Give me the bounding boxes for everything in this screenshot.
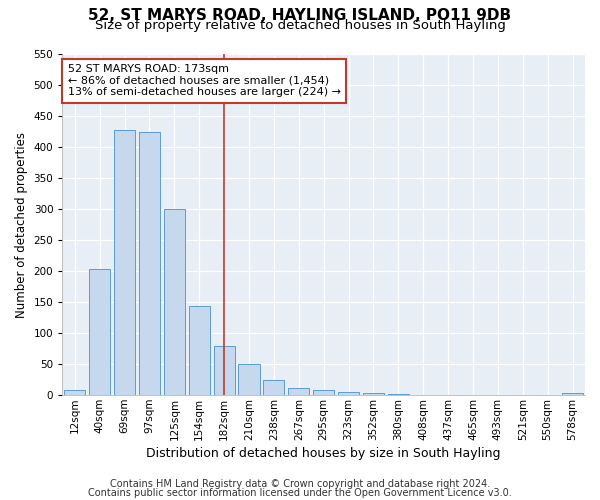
Text: Contains public sector information licensed under the Open Government Licence v3: Contains public sector information licen… xyxy=(88,488,512,498)
Bar xyxy=(263,380,284,395)
Bar xyxy=(64,390,85,395)
Bar xyxy=(139,132,160,395)
Text: 52, ST MARYS ROAD, HAYLING ISLAND, PO11 9DB: 52, ST MARYS ROAD, HAYLING ISLAND, PO11 … xyxy=(88,8,512,22)
Bar xyxy=(114,130,135,395)
Bar xyxy=(288,388,310,395)
Y-axis label: Number of detached properties: Number of detached properties xyxy=(15,132,28,318)
Bar xyxy=(562,392,583,395)
X-axis label: Distribution of detached houses by size in South Hayling: Distribution of detached houses by size … xyxy=(146,447,501,460)
Bar xyxy=(313,390,334,395)
Bar xyxy=(89,269,110,395)
Bar xyxy=(363,394,384,395)
Bar xyxy=(188,306,210,395)
Text: Size of property relative to detached houses in South Hayling: Size of property relative to detached ho… xyxy=(95,19,505,32)
Bar xyxy=(214,346,235,395)
Bar xyxy=(338,392,359,395)
Bar xyxy=(388,394,409,395)
Text: Contains HM Land Registry data © Crown copyright and database right 2024.: Contains HM Land Registry data © Crown c… xyxy=(110,479,490,489)
Bar xyxy=(238,364,260,395)
Text: 52 ST MARYS ROAD: 173sqm
← 86% of detached houses are smaller (1,454)
13% of sem: 52 ST MARYS ROAD: 173sqm ← 86% of detach… xyxy=(68,64,341,98)
Bar xyxy=(164,209,185,395)
